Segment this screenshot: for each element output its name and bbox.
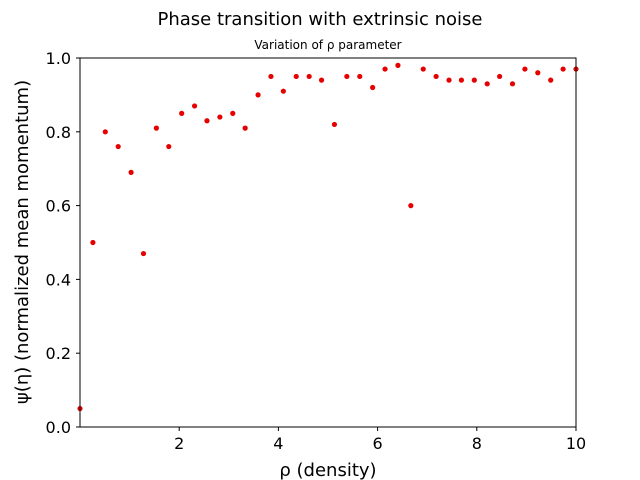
data-point (522, 66, 528, 72)
data-point (204, 118, 210, 124)
axes-frame (79, 57, 577, 428)
data-point (370, 84, 376, 91)
x-tick-label: 2 (174, 434, 184, 453)
data-point (446, 77, 452, 83)
plot-area: 2 4 6 8 10 0.0 0.2 0.4 0.6 0.8 1.0 (46, 49, 587, 453)
x-tick-label: 6 (373, 434, 383, 453)
data-point (497, 73, 503, 80)
data-point (509, 81, 516, 87)
data-point (102, 129, 108, 135)
data-point (90, 239, 96, 246)
x-tick-label: 10 (566, 434, 586, 453)
y-tick-label: 1.0 (46, 49, 71, 68)
data-point (230, 110, 236, 116)
data-point (344, 73, 350, 80)
data-point (191, 103, 198, 109)
y-tick-label: 0.6 (46, 197, 71, 216)
data-point (484, 81, 490, 87)
data-point (255, 92, 261, 98)
data-point (395, 62, 401, 68)
data-point (140, 250, 147, 257)
data-point (306, 73, 312, 80)
data-point (293, 73, 299, 80)
data-point (357, 73, 363, 80)
x-tick-label: 8 (472, 434, 482, 453)
chart-title: Variation of ρ parameter (254, 38, 401, 52)
data-point (268, 73, 274, 80)
data-point (382, 66, 388, 72)
data-point (408, 203, 414, 209)
data-points (77, 62, 579, 412)
data-point (433, 73, 439, 80)
data-point (535, 70, 541, 76)
data-point (458, 77, 465, 83)
data-point (331, 121, 338, 128)
y-axis-ticks: 0.0 0.2 0.4 0.6 0.8 1.0 (46, 49, 80, 437)
data-point (560, 66, 566, 72)
data-point (153, 125, 159, 131)
y-tick-label: 0.4 (46, 270, 71, 289)
data-point (318, 77, 325, 83)
data-point (128, 169, 134, 175)
data-point (179, 110, 185, 116)
y-axis-label: ψ(η) (normalized mean momentum) (12, 80, 33, 404)
x-axis-label: ρ (density) (279, 460, 376, 480)
chart-suptitle: Phase transition with extrinsic noise (157, 9, 482, 30)
data-point (115, 143, 121, 150)
data-point (166, 143, 172, 150)
y-tick-label: 0.8 (46, 123, 71, 142)
data-point (242, 125, 248, 131)
data-point (280, 88, 286, 94)
data-point (548, 77, 554, 83)
y-tick-label: 0.2 (46, 344, 71, 363)
x-tick-label: 4 (273, 434, 283, 453)
y-tick-label: 0.0 (46, 418, 71, 437)
data-point (420, 66, 426, 72)
x-axis-ticks: 2 4 6 8 10 (174, 427, 586, 453)
data-point (471, 77, 477, 83)
data-point (217, 114, 223, 120)
